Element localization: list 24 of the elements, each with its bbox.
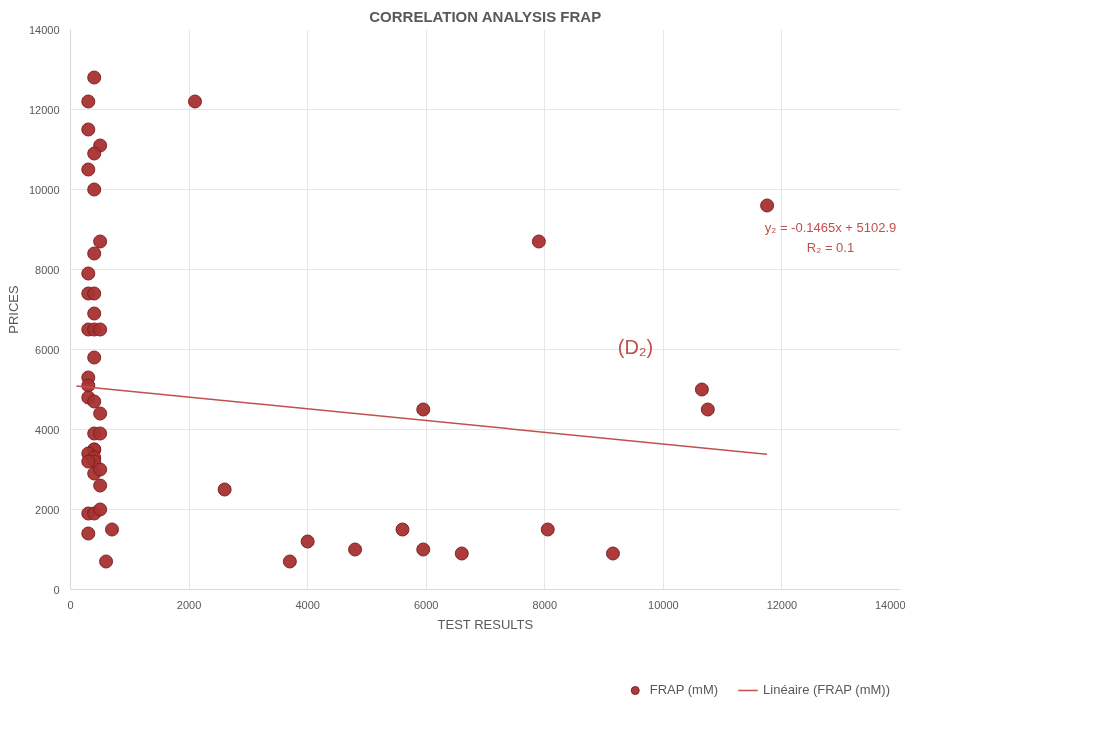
y-tick-label: 2000 — [35, 503, 60, 516]
y-tick-label: 14000 — [28, 23, 60, 36]
x-tick-label: 4000 — [295, 598, 320, 611]
x-tick-label: 8000 — [532, 598, 558, 611]
legend-label: FRAP (mM) — [649, 682, 719, 697]
y-tick-label: 0 — [53, 583, 60, 596]
y-tick-label: 8000 — [35, 263, 60, 276]
annotation: y₂ = -0.1465x + 5102.9 — [764, 219, 897, 235]
x-tick-label: 6000 — [413, 598, 439, 611]
x-tick-label: 10000 — [648, 598, 679, 611]
x-axis-title: TEST RESULTS — [437, 616, 534, 632]
annotation: (D₂) — [617, 335, 654, 358]
y-tick-label: 4000 — [35, 423, 60, 436]
y-axis-title: PRICES — [5, 284, 21, 334]
legend-label: Linéaire (FRAP (mM)) — [763, 682, 890, 697]
x-tick-label: 0 — [67, 598, 74, 611]
chart-title: CORRELATION ANALYSIS FRAP — [369, 7, 602, 25]
x-tick-label: 14000 — [874, 598, 906, 611]
x-tick-label: 12000 — [766, 598, 798, 611]
y-tick-label: 6000 — [35, 343, 60, 356]
x-tick-label: 2000 — [176, 598, 202, 611]
y-tick-label: 12000 — [28, 103, 60, 116]
annotation: R₂ = 0.1 — [806, 239, 855, 255]
y-tick-label: 10000 — [28, 183, 60, 196]
